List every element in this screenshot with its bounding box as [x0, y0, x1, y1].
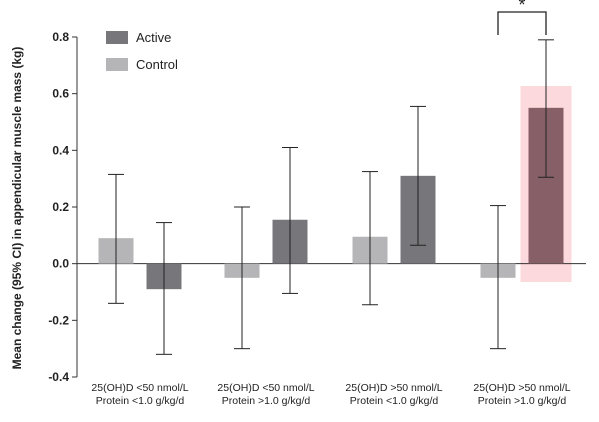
y-tick-label: 0.0: [52, 257, 69, 271]
x-tick-label-1-line1: 25(OH)D <50 nmol/L: [91, 382, 188, 394]
x-tick-label-4-line1: 25(OH)D >50 nmol/L: [473, 382, 570, 394]
x-tick-label-3-line1: 25(OH)D >50 nmol/L: [345, 382, 442, 394]
y-tick-label: 0.8: [52, 30, 69, 44]
legend-swatch-active: [106, 31, 128, 44]
x-tick-label-2-line1: 25(OH)D <50 nmol/L: [217, 382, 314, 394]
y-tick-label: 0.4: [52, 143, 69, 157]
significance-star: *: [518, 0, 525, 15]
x-tick-label-3-line2: Protein <1.0 g/kg/d: [350, 395, 439, 407]
y-tick-label: -0.2: [48, 313, 69, 327]
y-axis-label: Mean change (95% CI) in appendicular mus…: [10, 47, 24, 370]
y-tick-label: 0.6: [52, 87, 69, 101]
plot-area: 0.8 0.6 0.4 0.2 0.0 -0.2 -0.4 25(OH)D <50 nmol/…: [48, 0, 586, 407]
x-tick-label-2-line2: Protein >1.0 g/kg/d: [222, 395, 311, 407]
y-tick-label: -0.4: [48, 370, 69, 384]
y-tick-label: 0.2: [52, 200, 69, 214]
significance-bracket: [497, 11, 547, 35]
legend-label-control: Control: [136, 57, 178, 72]
x-tick-label-1-line2: Protein <1.0 g/kg/d: [96, 395, 185, 407]
x-tick-label-4-line2: Protein >1.0 g/kg/d: [478, 395, 567, 407]
legend-label-active: Active: [136, 30, 171, 45]
legend-swatch-control: [106, 58, 128, 71]
